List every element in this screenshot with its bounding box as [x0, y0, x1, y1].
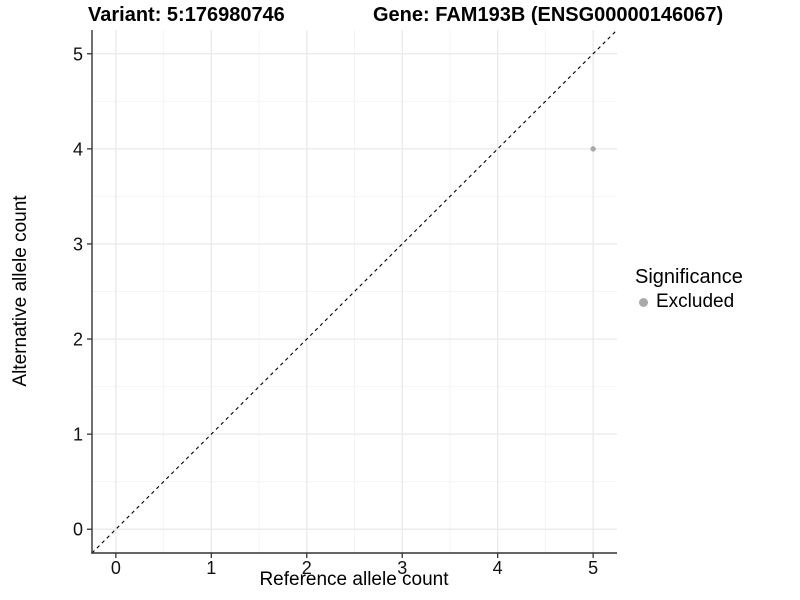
x-axis-label: Reference allele count	[259, 569, 449, 590]
y-tick-label: 1	[73, 425, 83, 445]
identity-line	[91, 29, 618, 554]
x-tick-label: 5	[588, 558, 598, 578]
legend-item-excluded: Excluded	[633, 291, 743, 313]
y-tick-label: 5	[73, 44, 83, 64]
legend: Significance Excluded	[633, 266, 743, 313]
y-axis-label: Alternative allele count	[10, 195, 31, 387]
y-tick-label: 3	[73, 234, 83, 254]
y-tick-label: 4	[73, 139, 83, 159]
y-tick-label: 2	[73, 330, 83, 350]
plot-title-variant: Variant: 5:176980746	[88, 4, 285, 26]
x-tick-label: 4	[493, 558, 503, 578]
x-tick-label: 1	[206, 558, 216, 578]
x-tick-label: 0	[111, 558, 121, 578]
plot-title-gene: Gene: FAM193B (ENSG00000146067)	[373, 4, 724, 26]
legend-title: Significance	[635, 266, 743, 288]
data-point	[590, 146, 596, 152]
x-tick-label: 2	[302, 558, 312, 578]
y-tick-label: 0	[73, 520, 83, 540]
legend-item-label: Excluded	[656, 291, 735, 312]
x-tick-label: 3	[397, 558, 407, 578]
legend-point-icon	[639, 297, 648, 307]
